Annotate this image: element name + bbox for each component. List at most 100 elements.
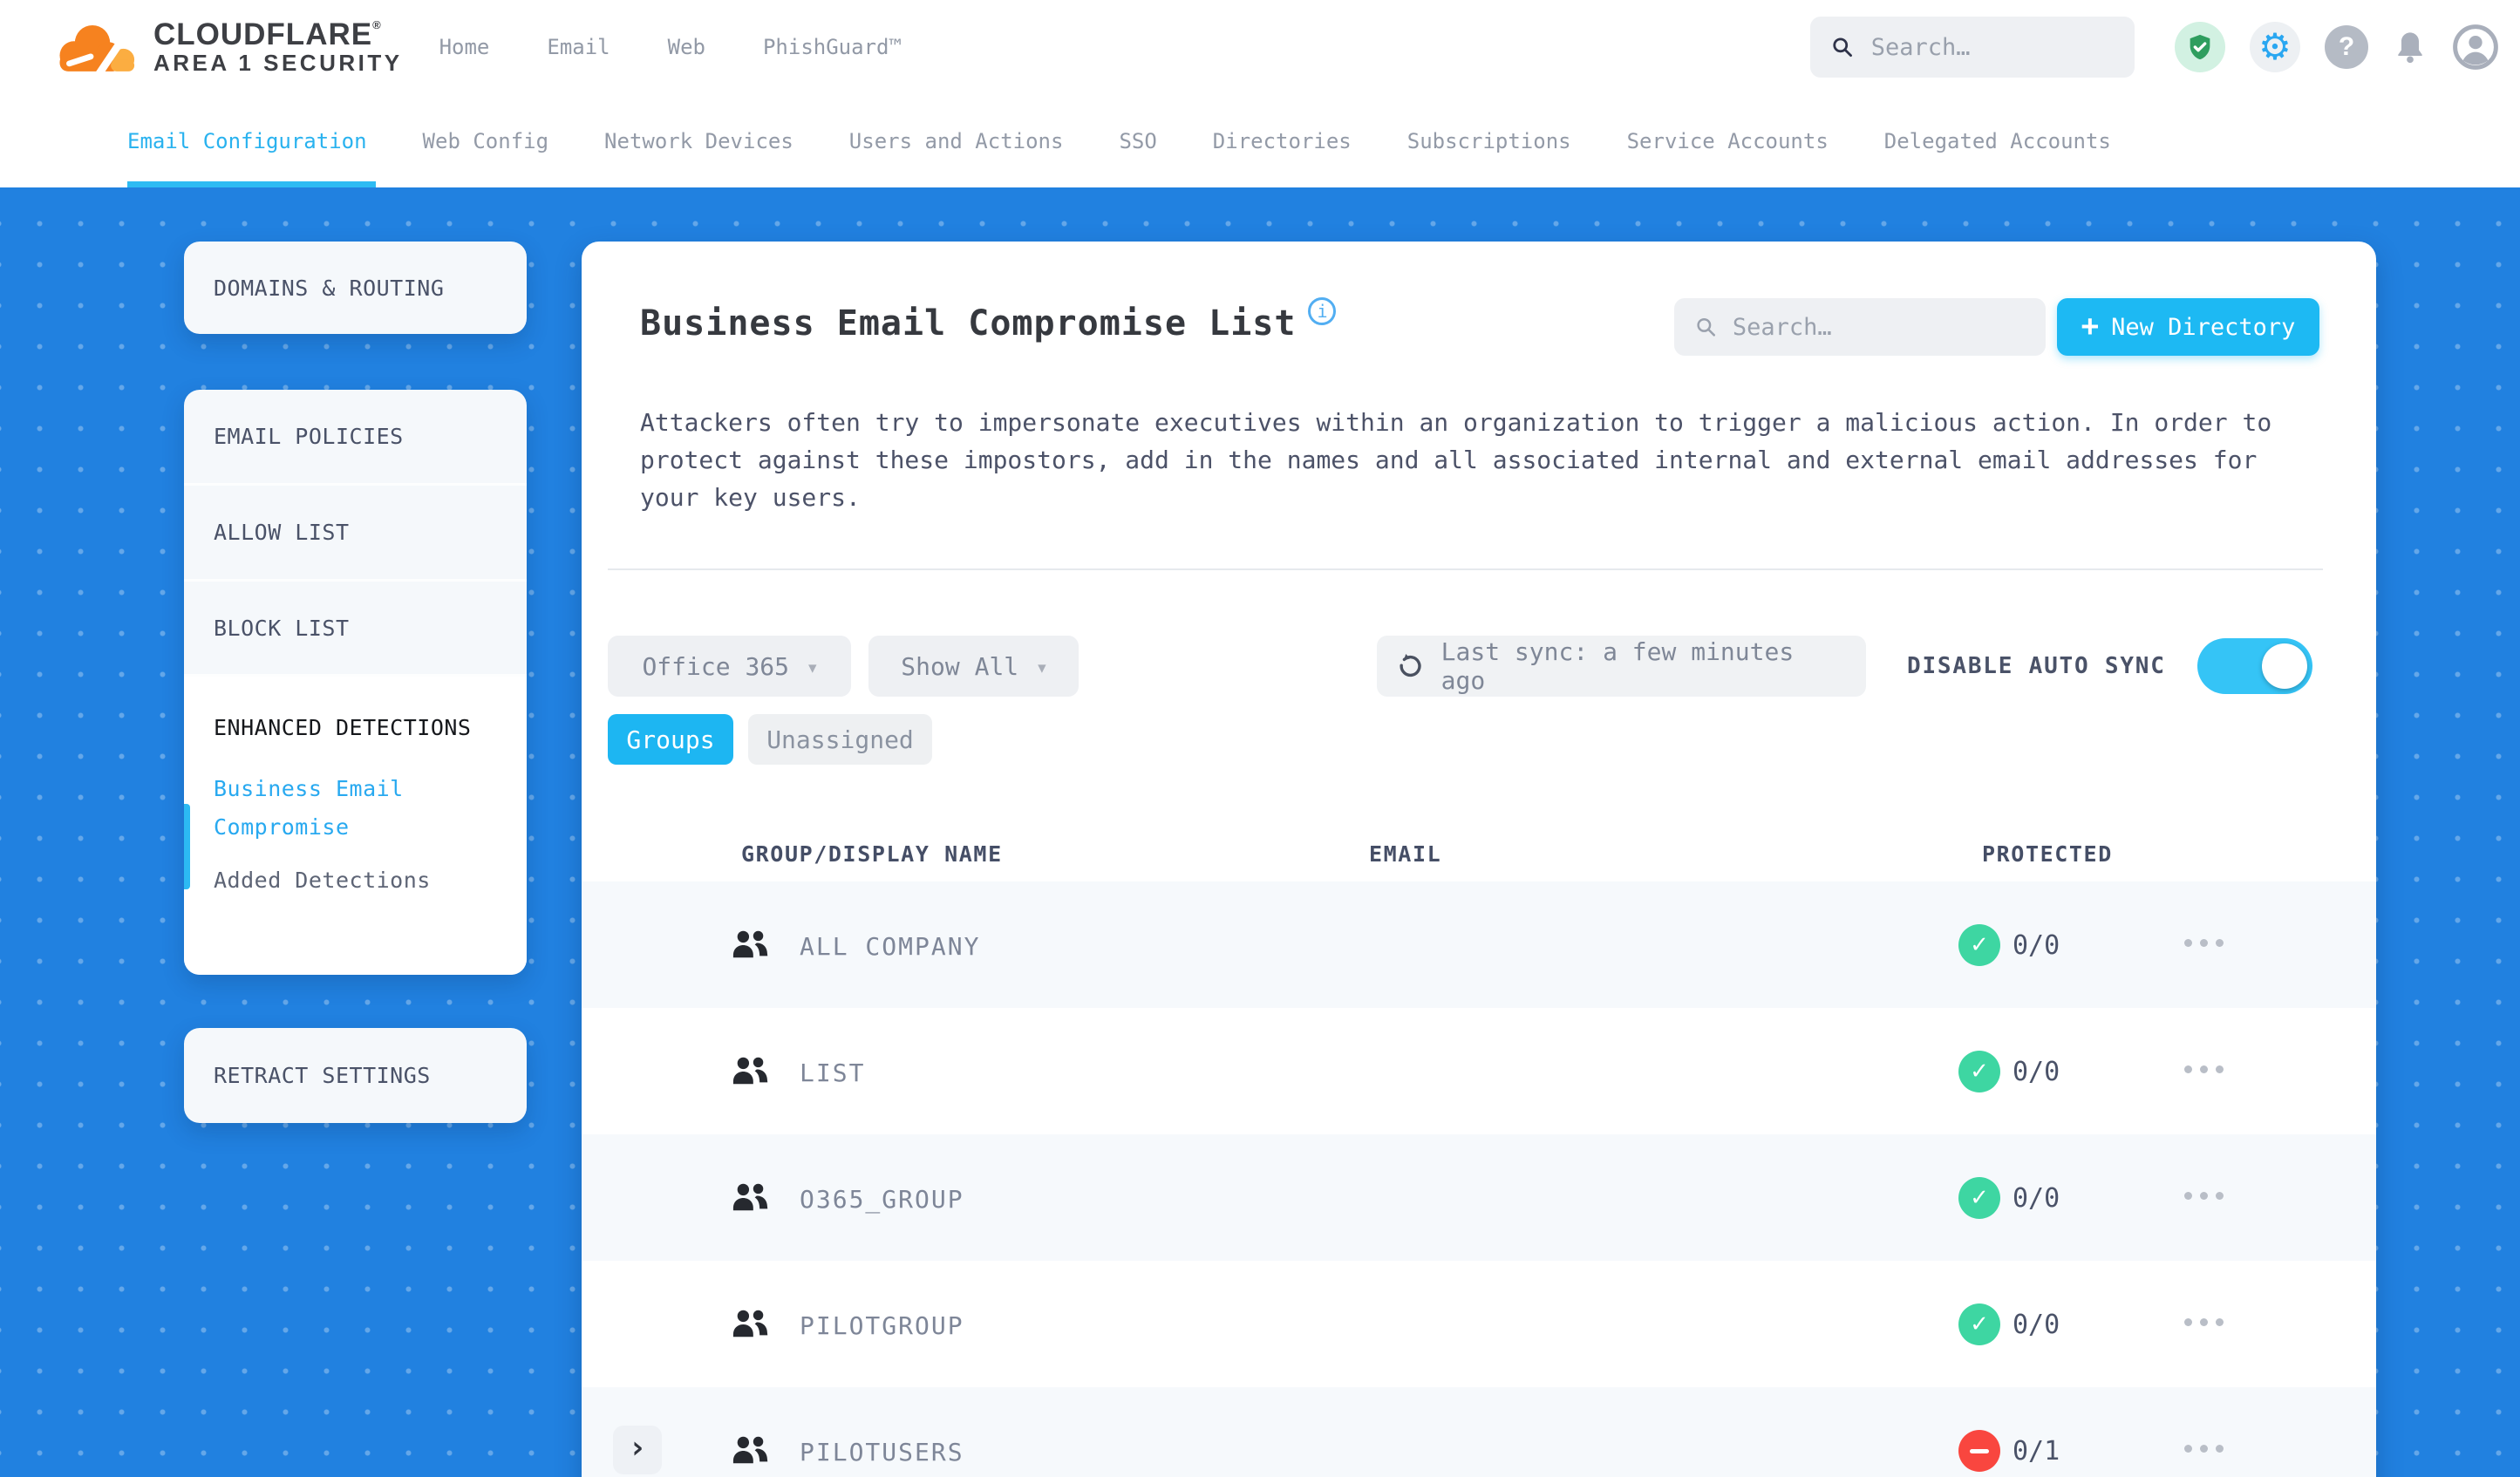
col-email: EMAIL: [1369, 841, 1442, 867]
table-body: ALL COMPANY ✓ 0/0 LIST ✓ 0/0: [582, 881, 2376, 1477]
tab-network-devices[interactable]: Network Devices: [604, 128, 793, 153]
table-row[interactable]: › PILOTUSERS 0/1: [582, 1387, 2376, 1477]
directory-search[interactable]: [1674, 298, 2046, 356]
nav-home[interactable]: Home: [439, 35, 490, 59]
group-icon: [732, 1310, 768, 1337]
check-icon: ✓: [1970, 1058, 1989, 1085]
email-policies-label: EMAIL POLICIES: [214, 424, 404, 449]
header-actions: ⚙ ?: [1810, 17, 2499, 78]
help-button[interactable]: ?: [2325, 25, 2368, 69]
sidebar-policies-card: EMAIL POLICIES ALLOW LIST BLOCK LIST ENH…: [184, 390, 527, 975]
show-filter-value: Show All: [901, 651, 1019, 681]
info-icon[interactable]: i: [1308, 297, 1337, 325]
title-row: Business Email Compromise List i: [640, 297, 1337, 344]
protected-count: 0/0: [2013, 1310, 2060, 1340]
directory-type-value: Office 365: [642, 651, 790, 681]
enhanced-detections-label[interactable]: ENHANCED DETECTIONS: [214, 715, 472, 740]
protected-status-icon: ✓: [1958, 924, 2000, 966]
table-row[interactable]: O365_GROUP ✓ 0/0: [582, 1134, 2376, 1261]
caret-down-icon: ▾: [808, 658, 817, 677]
global-search[interactable]: [1810, 17, 2135, 78]
tab-sso[interactable]: SSO: [1119, 128, 1157, 153]
sidebar-item-email-policies[interactable]: EMAIL POLICIES: [184, 390, 527, 486]
auto-sync-label: DISABLE AUTO SYNC: [1907, 653, 2166, 679]
table-row[interactable]: ALL COMPANY ✓ 0/0: [582, 881, 2376, 1008]
directory-search-input[interactable]: [1732, 313, 2025, 341]
nav-phishguard[interactable]: PhishGuard™: [762, 35, 902, 59]
sidebar-item-enhanced-detections[interactable]: ENHANCED DETECTIONS Business Email Compr…: [184, 677, 527, 975]
last-sync-button[interactable]: Last sync: a few minutes ago: [1377, 636, 1866, 697]
retract-settings-label: RETRACT SETTINGS: [214, 1063, 431, 1088]
row-actions-menu[interactable]: [2184, 1445, 2224, 1453]
tab-email-configuration[interactable]: Email Configuration: [127, 94, 376, 187]
primary-nav: Home Email Web PhishGuard™: [439, 35, 902, 59]
tab-web-config[interactable]: Web Config: [422, 128, 549, 153]
tab-directories[interactable]: Directories: [1212, 128, 1352, 153]
protected-status-icon: ✓: [1958, 1303, 2000, 1345]
check-icon: ✓: [1970, 1311, 1989, 1337]
security-status-button[interactable]: [2175, 22, 2225, 72]
tab-service-accounts[interactable]: Service Accounts: [1626, 128, 1829, 153]
table-row[interactable]: LIST ✓ 0/0: [582, 1008, 2376, 1134]
refresh-icon: [1400, 654, 1421, 677]
caret-down-icon: ▾: [1038, 658, 1046, 677]
search-icon: [1833, 37, 1852, 58]
row-actions-menu[interactable]: [2184, 939, 2224, 947]
registered-mark: ®: [372, 17, 382, 31]
check-icon: ✓: [1970, 932, 1989, 958]
gear-icon: ⚙: [2258, 25, 2292, 68]
protected-count: 0/0: [2013, 1057, 2060, 1087]
sidebar-item-retract-settings[interactable]: RETRACT SETTINGS: [184, 1028, 527, 1123]
row-actions-menu[interactable]: [2184, 1318, 2224, 1326]
page-title: Business Email Compromise List: [640, 303, 1297, 344]
last-sync-label: Last sync: a few minutes ago: [1440, 637, 1795, 695]
settings-button[interactable]: ⚙: [2250, 22, 2300, 72]
app-header: CLOUDFLARE® AREA 1 SECURITY Home Email W…: [0, 0, 2520, 94]
tab-delegated-accounts[interactable]: Delegated Accounts: [1883, 128, 2111, 153]
sidebar-item-domains-routing[interactable]: DOMAINS & ROUTING: [184, 242, 527, 334]
brand-text: CLOUDFLARE® AREA 1 SECURITY: [153, 17, 403, 76]
pill-groups[interactable]: Groups: [608, 714, 733, 765]
user-avatar-icon[interactable]: [2452, 24, 2499, 71]
page-description: Attackers often try to impersonate execu…: [640, 408, 2272, 512]
pill-unassigned[interactable]: Unassigned: [748, 714, 932, 765]
section-tabs: Email Configuration Web Config Network D…: [0, 94, 2520, 187]
nav-web[interactable]: Web: [667, 35, 705, 59]
expand-row-button[interactable]: ›: [613, 1426, 662, 1474]
protected-count: 0/0: [2013, 930, 2060, 961]
minus-icon: [1970, 1448, 1989, 1453]
group-name: LIST: [800, 1058, 866, 1087]
block-list-label: BLOCK LIST: [214, 615, 350, 641]
col-protected: PROTECTED: [1982, 841, 2113, 867]
group-icon: [732, 1057, 768, 1085]
notifications-bell-icon[interactable]: [2393, 28, 2428, 66]
directory-type-dropdown[interactable]: Office 365 ▾: [608, 636, 851, 697]
sidebar-item-business-email-compromise[interactable]: Business Email Compromise: [214, 776, 404, 840]
shield-check-icon: [2190, 34, 2210, 60]
row-actions-menu[interactable]: [2184, 1065, 2224, 1073]
sidebar-item-allow-list[interactable]: ALLOW LIST: [184, 486, 527, 582]
new-directory-button[interactable]: + New Directory: [2057, 298, 2319, 356]
sidebar-item-added-detections[interactable]: Added Detections: [214, 868, 431, 893]
tab-subscriptions[interactable]: Subscriptions: [1406, 128, 1571, 153]
show-filter-dropdown[interactable]: Show All ▾: [868, 636, 1079, 697]
global-search-input[interactable]: [1870, 33, 2114, 61]
group-name: PILOTGROUP: [800, 1311, 964, 1340]
search-icon: [1697, 317, 1715, 337]
nav-email[interactable]: Email: [547, 35, 610, 59]
group-icon: [732, 930, 768, 958]
protected-count: 0/0: [2013, 1183, 2060, 1214]
cloudflare-logo[interactable]: CLOUDFLARE® AREA 1 SECURITY: [49, 18, 403, 76]
auto-sync-toggle[interactable]: [2197, 638, 2312, 694]
new-directory-label: New Directory: [2111, 313, 2296, 341]
protected-count: 0/1: [2013, 1436, 2060, 1467]
group-name: ALL COMPANY: [800, 932, 981, 961]
tab-users-and-actions[interactable]: Users and Actions: [848, 128, 1064, 153]
active-item-indicator: [184, 804, 190, 889]
question-icon: ?: [2338, 32, 2355, 61]
sidebar-item-block-list[interactable]: BLOCK LIST: [184, 582, 527, 677]
table-row[interactable]: PILOTGROUP ✓ 0/0: [582, 1261, 2376, 1387]
cloudflare-cloud-icon: [59, 25, 135, 76]
group-name: O365_GROUP: [800, 1185, 964, 1214]
row-actions-menu[interactable]: [2184, 1192, 2224, 1200]
